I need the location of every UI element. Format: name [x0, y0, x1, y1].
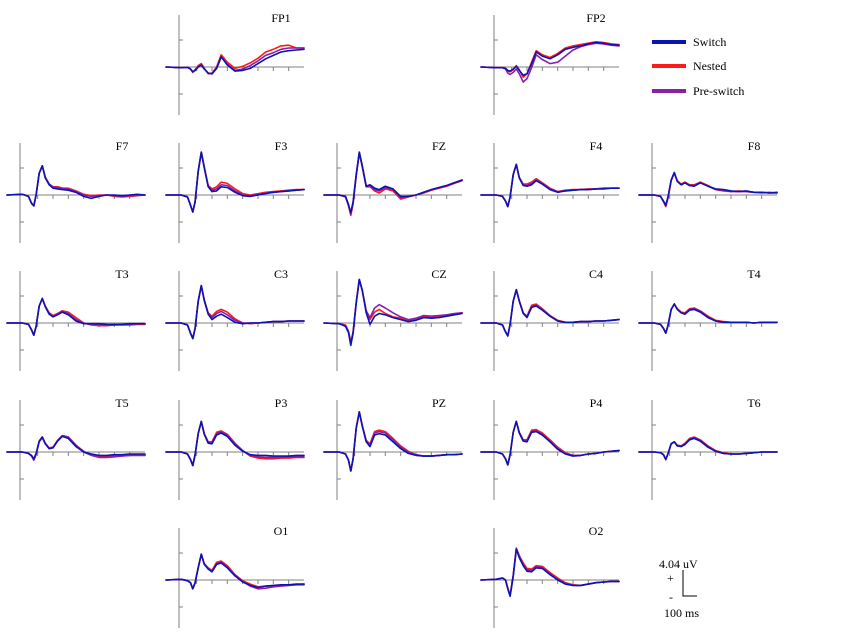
scale-bar-bracket — [682, 570, 697, 597]
trace-switch-c4 — [480, 288, 620, 337]
scale-bar: 4.04 uV + - 100 ms — [659, 557, 699, 620]
channel-label: FZ — [432, 139, 446, 153]
trace-switch-c3 — [165, 284, 305, 340]
trace-switch-fp1 — [165, 48, 305, 75]
trace-pre-switch-p3 — [165, 420, 305, 467]
panel-t5: T5 — [6, 396, 146, 500]
trace-pre-switch-cz — [323, 278, 463, 345]
panel-f3: F3 — [165, 139, 305, 243]
panel-o2: O2 — [480, 524, 620, 628]
trace-switch-t5 — [6, 435, 146, 460]
channel-label: O1 — [274, 524, 289, 538]
trace-nested-f7 — [6, 165, 146, 207]
trace-nested-f8 — [638, 172, 778, 208]
trace-nested-p4 — [480, 420, 620, 466]
legend: Switch Nested Pre-switch — [652, 35, 744, 98]
trace-pre-switch-fp2 — [480, 42, 620, 83]
trace-nested-o1 — [165, 553, 305, 590]
channel-label: P3 — [275, 396, 288, 410]
trace-nested-f4 — [480, 163, 620, 208]
trace-nested-c4 — [480, 288, 620, 337]
trace-pre-switch-f3 — [165, 151, 305, 213]
channel-label: P4 — [590, 396, 603, 410]
panel-t6: T6 — [638, 396, 778, 500]
trace-pre-switch-t5 — [6, 434, 146, 462]
trace-nested-t6 — [638, 436, 778, 461]
trace-switch-fp2 — [480, 41, 620, 76]
channel-label: C4 — [589, 267, 603, 281]
legend-label-switch: Switch — [693, 35, 726, 49]
panel-c4: C4 — [480, 267, 620, 371]
trace-pre-switch-o1 — [165, 553, 305, 590]
panel-f8: F8 — [638, 139, 778, 243]
trace-pre-switch-f4 — [480, 163, 620, 208]
trace-nested-f3 — [165, 151, 305, 213]
trace-pre-switch-c4 — [480, 288, 620, 337]
trace-pre-switch-t4 — [638, 303, 778, 335]
trace-pre-switch-p4 — [480, 420, 620, 466]
trace-nested-c3 — [165, 284, 305, 340]
trace-switch-fz — [323, 151, 463, 214]
trace-switch-cz — [323, 278, 463, 347]
trace-nested-o2 — [480, 547, 620, 596]
legend-label-pre-switch: Pre-switch — [693, 84, 744, 98]
panel-o1: O1 — [165, 524, 305, 628]
channel-label: O2 — [589, 524, 604, 538]
trace-pre-switch-t6 — [638, 436, 778, 461]
trace-pre-switch-f8 — [638, 171, 778, 207]
channel-label: FP2 — [586, 11, 605, 25]
trace-switch-t4 — [638, 303, 778, 335]
panel-c3: C3 — [165, 267, 305, 371]
channel-label: T3 — [115, 267, 128, 281]
panel-pz: PZ — [323, 396, 463, 500]
trace-switch-f7 — [6, 165, 146, 207]
scale-bar-amplitude-label: 4.04 uV — [659, 557, 698, 571]
trace-nested-t4 — [638, 303, 778, 335]
channel-panels: FP1 FP2 F7 F3 FZ F4 F8 T3 C3 CZ C4 T4 T5 P3 PZ P4 T6 O1 O2 — [6, 11, 778, 628]
panel-fp2: FP2 — [480, 11, 620, 115]
channel-label: CZ — [431, 267, 446, 281]
trace-switch-t6 — [638, 437, 778, 461]
panel-p4: P4 — [480, 396, 620, 500]
panel-f7: F7 — [6, 139, 146, 243]
channel-label: F7 — [116, 139, 129, 153]
channel-label: PZ — [432, 396, 446, 410]
trace-switch-o1 — [165, 553, 305, 590]
trace-pre-switch-fz — [323, 151, 463, 215]
scale-bar-time-label: 100 ms — [664, 606, 699, 620]
channel-label: F8 — [748, 139, 761, 153]
trace-switch-f4 — [480, 163, 620, 208]
channel-label: C3 — [274, 267, 288, 281]
legend-label-nested: Nested — [693, 59, 726, 73]
channel-label: T4 — [747, 267, 760, 281]
trace-switch-f8 — [638, 171, 778, 206]
trace-switch-p3 — [165, 420, 305, 467]
panel-t3: T3 — [6, 267, 146, 371]
trace-pre-switch-f7 — [6, 165, 146, 207]
panel-p3: P3 — [165, 396, 305, 500]
channel-label: FP1 — [271, 11, 290, 25]
trace-nested-t3 — [6, 297, 146, 337]
trace-nested-fz — [323, 152, 463, 217]
panel-fz: FZ — [323, 139, 463, 243]
trace-switch-t3 — [6, 297, 146, 337]
trace-switch-o2 — [480, 548, 620, 598]
scale-bar-minus-sign: - — [669, 590, 673, 604]
panel-t4: T4 — [638, 267, 778, 371]
trace-nested-cz — [323, 278, 463, 343]
trace-switch-p4 — [480, 420, 620, 466]
trace-switch-f3 — [165, 151, 305, 213]
scale-bar-plus-sign: + — [667, 571, 674, 585]
trace-pre-switch-c3 — [165, 284, 305, 340]
panel-cz: CZ — [323, 267, 463, 371]
trace-switch-pz — [323, 411, 463, 472]
channel-label: F3 — [275, 139, 288, 153]
channel-label: F4 — [590, 139, 603, 153]
channel-label: T6 — [747, 396, 760, 410]
panel-fp1: FP1 — [165, 11, 305, 115]
channel-label: T5 — [115, 396, 128, 410]
panel-f4: F4 — [480, 139, 620, 243]
